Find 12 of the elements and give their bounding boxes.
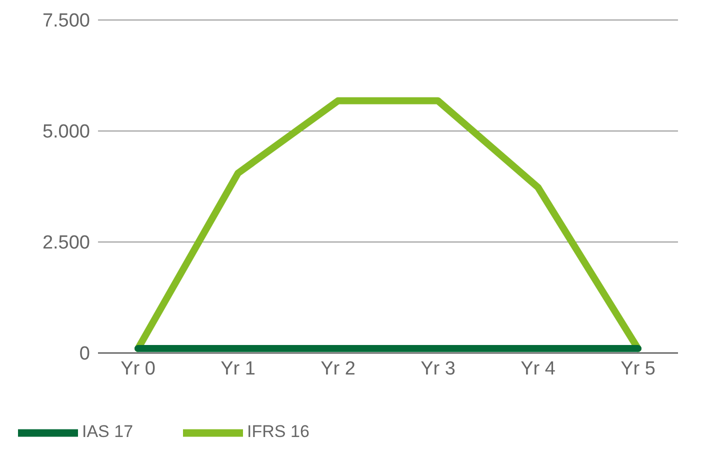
y-tick-label: 5.000: [42, 122, 90, 143]
x-tick-label: Yr 0: [120, 358, 156, 380]
legend-label: IAS 17: [82, 422, 134, 442]
y-tick-label: 2.500: [42, 232, 90, 254]
legend-label: IFRS 16: [247, 422, 310, 442]
x-tick-label: Yr 2: [320, 358, 356, 380]
x-tick-label: Yr 5: [620, 358, 656, 380]
x-tick-label: Yr 4: [520, 358, 556, 380]
x-tick-label: Yr 1: [220, 358, 256, 380]
y-tick-label: 0: [79, 344, 90, 365]
x-tick-label: Yr 3: [420, 358, 456, 380]
y-tick-label: 7.500: [42, 10, 90, 32]
